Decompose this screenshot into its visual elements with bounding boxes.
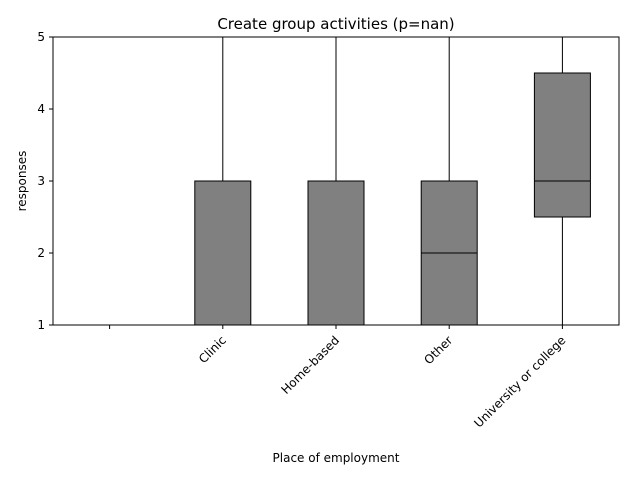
plot-area [52,36,620,326]
y-tick-label: 2 [37,246,45,260]
x-tick-label: University or college [471,333,568,430]
box-1 [194,36,252,326]
x-axis: Clinic Home-based Other University or colle… [109,325,569,430]
iqr-box [194,180,252,326]
y-tick-label: 3 [37,174,45,188]
x-tick-label: Other [421,333,455,367]
x-tick-label: Clinic [196,333,229,366]
iqr-box [307,180,365,326]
y-axis-label: responses [15,151,29,212]
y-axis: 1 2 3 4 5 [37,30,53,332]
box-2 [307,36,365,326]
y-tick-label: 5 [37,30,45,44]
box-4 [533,36,591,326]
x-tick-label: Home-based [278,333,342,397]
y-tick-label: 4 [37,102,45,116]
x-axis-label: Place of employment [273,451,400,465]
chart-title: Create group activities (p=nan) [217,15,454,33]
y-tick-label: 1 [37,318,45,332]
box-3 [420,36,478,326]
iqr-box [533,72,591,218]
